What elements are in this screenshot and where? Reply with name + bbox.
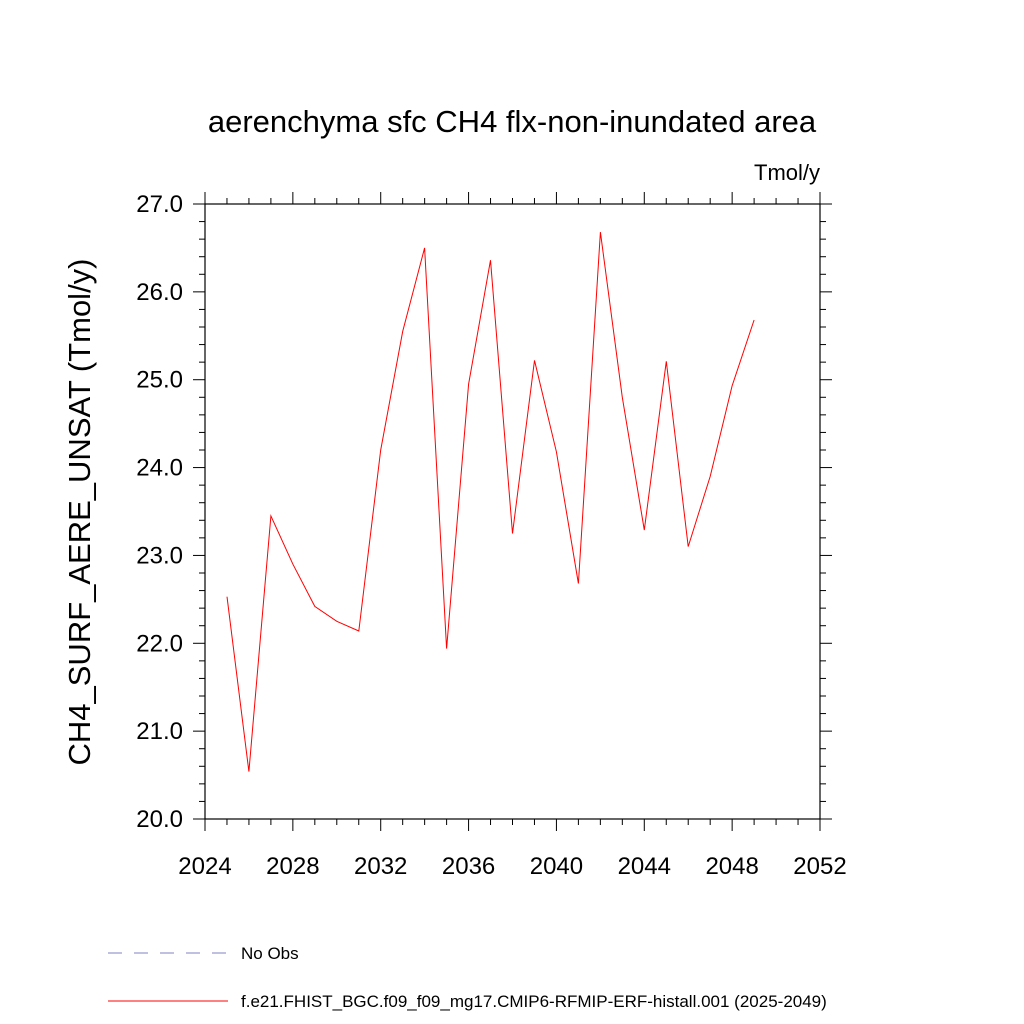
- plot-frame: [204, 203, 821, 820]
- legend-label: f.e21.FHIST_BGC.f09_f09_mg17.CMIP6-RFMIP…: [241, 992, 827, 1011]
- x-tick-label: 2052: [793, 853, 846, 880]
- y-tick-label: 26.0: [136, 279, 183, 306]
- x-tick-label: 2032: [354, 853, 407, 880]
- y-tick-label: 23.0: [136, 542, 183, 569]
- y-tick-label: 24.0: [136, 455, 183, 482]
- y-axis-label: CH4_SURF_AERE_UNSAT (Tmol/y): [62, 258, 97, 765]
- legend: No Obs f.e21.FHIST_BGC.f09_f09_mg17.CMIP6…: [108, 944, 827, 1011]
- x-tick-label: 2040: [530, 853, 583, 880]
- y-tick-label: 21.0: [136, 718, 183, 745]
- legend-label: No Obs: [241, 944, 299, 963]
- x-tick-label: 2036: [442, 853, 495, 880]
- chart-title: aerenchyma sfc CH4 flx-non-inundated are…: [208, 104, 817, 139]
- x-tick-label: 2028: [266, 853, 319, 880]
- y-tick-label: 27.0: [136, 191, 183, 218]
- tick-marks: [193, 192, 832, 831]
- units-label: Tmol/y: [754, 160, 820, 185]
- y-tick-label: 22.0: [136, 630, 183, 657]
- series-lines: [226, 232, 755, 772]
- y-tick-label: 20.0: [136, 806, 183, 833]
- y-tick-label: 25.0: [136, 367, 183, 394]
- x-tick-label: 2044: [618, 853, 671, 880]
- x-tick-label: 2024: [178, 853, 231, 880]
- series-line: [226, 232, 755, 772]
- tick-labels: 2024 2028 2032 2036 2040 2044 2048 2052 20.0 21.0…: [136, 191, 846, 880]
- x-tick-label: 2048: [705, 853, 758, 880]
